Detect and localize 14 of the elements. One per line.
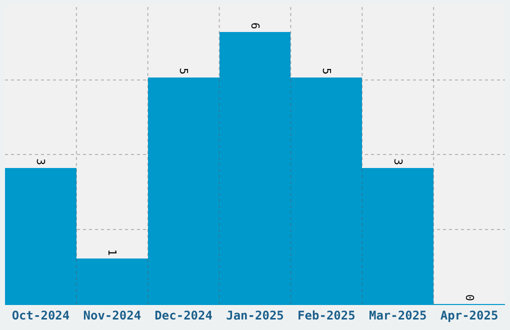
x-tick-label: Apr-2025 xyxy=(440,308,498,322)
x-tick-label: Mar-2025 xyxy=(368,308,427,322)
data-label: 6 xyxy=(248,22,262,30)
data-label: 1 xyxy=(106,249,119,256)
data-label: 5 xyxy=(177,68,190,74)
x-tick-label: Oct-2024 xyxy=(12,308,70,322)
x-tick-label: Feb-2025 xyxy=(298,308,356,322)
x-tick-label: Dec-2024 xyxy=(154,308,212,322)
x-tick-label: Jan-2025 xyxy=(226,308,284,322)
data-label: 5 xyxy=(320,68,333,74)
x-tick-label: Nov-2024 xyxy=(83,308,142,322)
data-label: 3 xyxy=(391,158,404,166)
data-label: 3 xyxy=(34,158,48,166)
data-label: 0 xyxy=(462,294,476,301)
